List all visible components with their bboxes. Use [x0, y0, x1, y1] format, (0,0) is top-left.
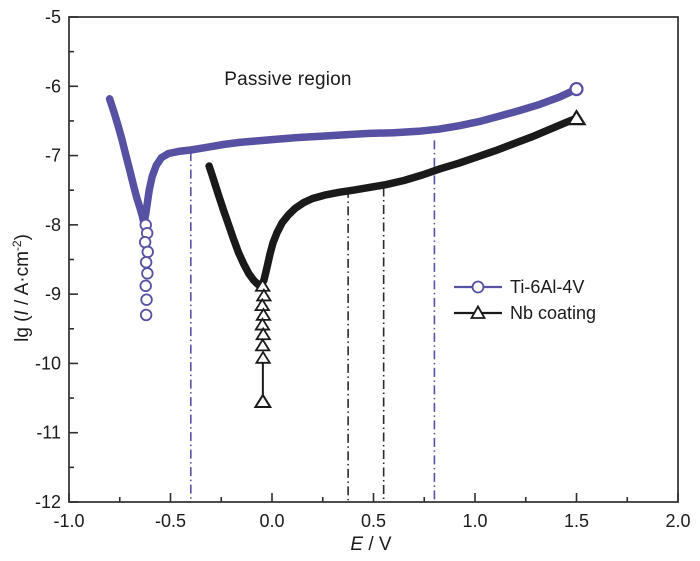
chain-marker-ti-6al-4v: [141, 245, 154, 259]
chain-marker-ti-6al-4v: [139, 256, 153, 269]
isolated-marker-nb-coating: [253, 393, 273, 409]
x-axis-variable: E: [350, 534, 364, 555]
x-tick-label: 1.0: [462, 511, 487, 531]
y-tick-label: -11: [36, 423, 61, 443]
series-curve-ti-6al-4v: [105, 85, 581, 226]
x-tick-label: -1.0: [53, 511, 84, 531]
x-tick-label: 0.0: [259, 511, 284, 531]
chain-marker-ti-6al-4v: [140, 293, 153, 306]
y-axis-title: lg (I / A·cm-2): [10, 234, 34, 342]
legend-item-ti-6al-4v: Ti-6Al-4V: [453, 275, 596, 299]
end-marker-nb-coating: [566, 109, 587, 126]
y-axis-label-prefix: lg (: [12, 315, 33, 342]
y-axis-variable: I: [12, 310, 33, 316]
plot-frame: [68, 16, 679, 503]
legend-item-nb-coating: Nb coating: [453, 301, 596, 325]
y-axis-unit: / A·cm: [12, 251, 33, 311]
chain-marker-nb-coating: [254, 350, 272, 364]
triangle-marker-icon: [454, 304, 502, 319]
y-tick-label: -10: [35, 353, 61, 373]
x-tick-label: 1.5: [564, 511, 589, 531]
x-axis-unit: / V: [363, 534, 392, 555]
end-marker-ti-6al-4v: [569, 81, 584, 97]
legend-label: Ti-6Al-4V: [510, 276, 585, 297]
x-tick-label: 2.0: [665, 511, 690, 531]
x-tick-label: 0.5: [361, 511, 386, 531]
y-axis-exponent: -2: [10, 240, 24, 252]
legend: Ti-6Al-4V Nb coating: [453, 275, 596, 325]
y-tick-label: -7: [45, 146, 61, 166]
circle-marker-icon: [454, 280, 502, 294]
y-axis-label-suffix: ): [12, 234, 33, 241]
y-tick-label: -5: [45, 7, 61, 27]
passive-region-annotation: Passive region: [224, 69, 352, 90]
series-curve-nb-coating: [205, 114, 581, 290]
y-tick-label: -6: [45, 76, 61, 96]
y-tick-label: -12: [35, 492, 61, 512]
y-tick-label: -9: [45, 284, 61, 304]
chain-marker-nb-coating: [254, 337, 271, 352]
x-tick-label: -0.5: [155, 511, 186, 531]
y-tick-label: -8: [45, 215, 61, 235]
x-axis-title: E / V: [350, 534, 391, 556]
chain-marker-ti-6al-4v: [139, 308, 153, 322]
legend-label: Nb coating: [510, 302, 597, 323]
chain-marker-ti-6al-4v: [139, 279, 152, 293]
chain-marker-ti-6al-4v: [141, 267, 154, 280]
